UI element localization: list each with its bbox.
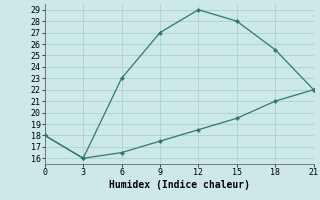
X-axis label: Humidex (Indice chaleur): Humidex (Indice chaleur) <box>109 180 250 190</box>
